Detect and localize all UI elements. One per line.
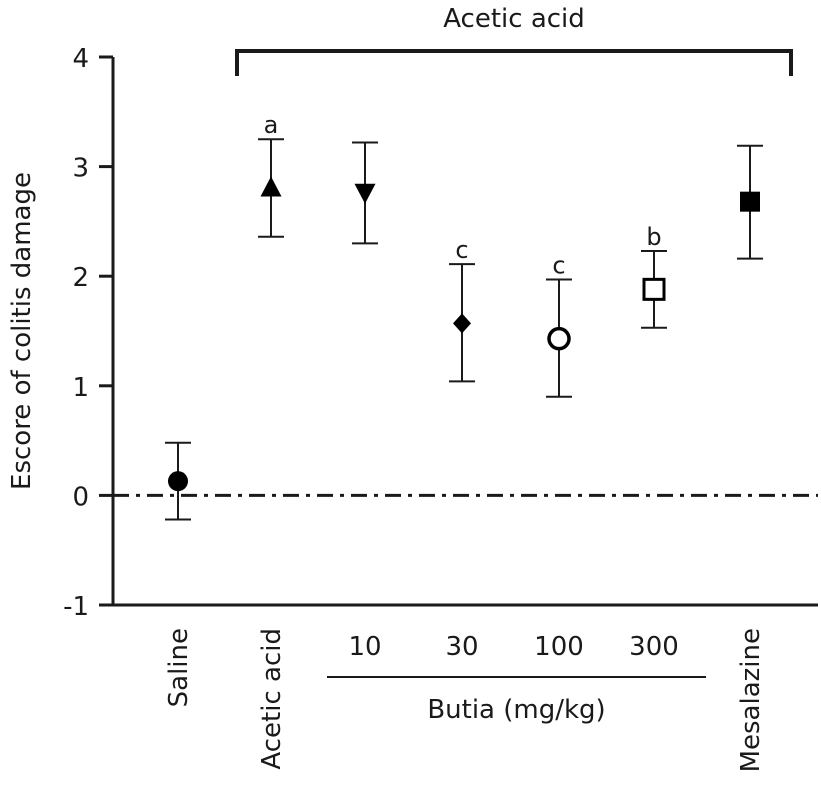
- category-label: Mesalazine: [736, 628, 766, 772]
- significance-label: a: [264, 111, 279, 139]
- y-tick-label: 2: [72, 263, 89, 293]
- data-point-square-open: [642, 277, 666, 301]
- category-label: 30: [445, 632, 478, 662]
- data-point-triangle-up: [260, 176, 282, 197]
- category-label: 100: [534, 632, 584, 662]
- category-label: 300: [629, 632, 679, 662]
- y-tick-label: 4: [72, 44, 89, 74]
- data-point-circle-filled: [168, 471, 188, 492]
- y-tick-label: -1: [63, 592, 89, 622]
- y-tick-label: 0: [72, 482, 89, 512]
- y-tick-label: 3: [72, 154, 89, 184]
- butia-group-label: Butia (mg/kg): [427, 695, 605, 725]
- data-point-diamond: [453, 313, 471, 334]
- y-tick-label: 1: [72, 373, 89, 403]
- category-label: Acetic acid: [257, 628, 287, 770]
- data-point-square-filled: [740, 191, 760, 212]
- significance-label: b: [646, 223, 661, 251]
- y-axis-label: Escore of colitis damage: [7, 172, 37, 490]
- significance-label: c: [455, 236, 468, 264]
- category-label: Saline: [164, 628, 194, 707]
- bracket-label: Acetic acid: [443, 4, 585, 34]
- acetic-acid-bracket: [235, 49, 793, 76]
- category-label: 10: [348, 632, 381, 662]
- data-point-circle-open: [547, 326, 571, 351]
- significance-label: c: [552, 251, 565, 279]
- data-point-triangle-down: [354, 183, 376, 204]
